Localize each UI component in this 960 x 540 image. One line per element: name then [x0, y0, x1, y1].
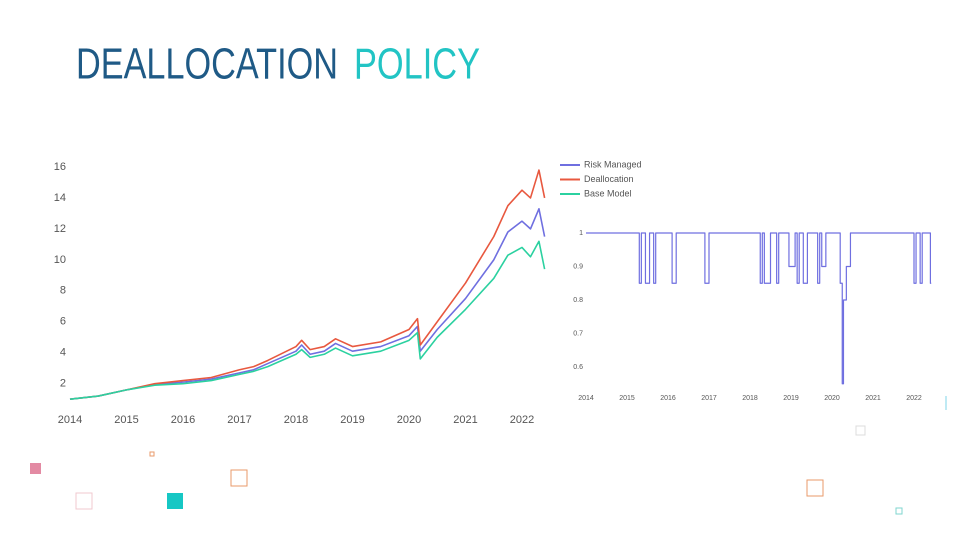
x-tick-label: 2018: [742, 395, 758, 402]
deco-square: [75, 492, 93, 510]
x-tick-label: 2017: [701, 395, 717, 402]
x-tick-label: 2016: [171, 414, 195, 426]
x-tick-label: 2020: [397, 414, 421, 426]
x-tick-label: 2017: [227, 414, 251, 426]
x-tick-label: 2018: [284, 414, 308, 426]
y-tick-label: 1: [579, 230, 583, 237]
series-line: [69, 169, 546, 400]
legend-label: Deallocation: [584, 174, 634, 184]
y-tick-label: 4: [60, 347, 66, 359]
y-tick-label: 0.7: [573, 330, 583, 337]
legend-label: Risk Managed: [584, 159, 642, 169]
deco-square: [149, 451, 155, 457]
title-main: DEALLOCATION: [76, 40, 338, 89]
y-tick-label: 16: [54, 161, 66, 173]
x-tick-label: 2015: [114, 414, 138, 426]
x-tick-label: 2014: [58, 414, 82, 426]
x-tick-label: 2019: [340, 414, 364, 426]
deco-square: [806, 479, 824, 497]
y-tick-label: 10: [54, 254, 66, 266]
title-accent: POLICY: [354, 40, 480, 89]
series-line: [586, 232, 932, 385]
x-tick-label: 2021: [453, 414, 477, 426]
x-tick-label: 2014: [578, 395, 594, 402]
x-tick-label: 2022: [510, 414, 534, 426]
y-tick-label: 6: [60, 316, 66, 328]
series-line: [69, 240, 546, 400]
deco-square: [895, 507, 903, 515]
y-tick-label: 2: [60, 378, 66, 390]
series-line: [69, 207, 546, 400]
y-tick-label: 0.6: [573, 364, 583, 371]
y-tick-label: 14: [54, 192, 66, 204]
deco-square: [167, 493, 183, 509]
x-tick-label: 2022: [906, 395, 922, 402]
x-tick-label: 2016: [660, 395, 676, 402]
y-tick-label: 12: [54, 223, 66, 235]
deco-square: [30, 463, 41, 474]
y-tick-label: 0.8: [573, 297, 583, 304]
x-tick-label: 2021: [865, 395, 881, 402]
legend-label: Base Model: [584, 188, 632, 198]
deco-square: [855, 425, 866, 436]
x-tick-label: 2019: [783, 395, 799, 402]
deco-square: [230, 469, 248, 487]
x-tick-label: 2015: [619, 395, 635, 402]
x-tick-label: 2020: [824, 395, 840, 402]
y-tick-label: 0.9: [573, 263, 583, 270]
y-tick-label: 8: [60, 285, 66, 297]
